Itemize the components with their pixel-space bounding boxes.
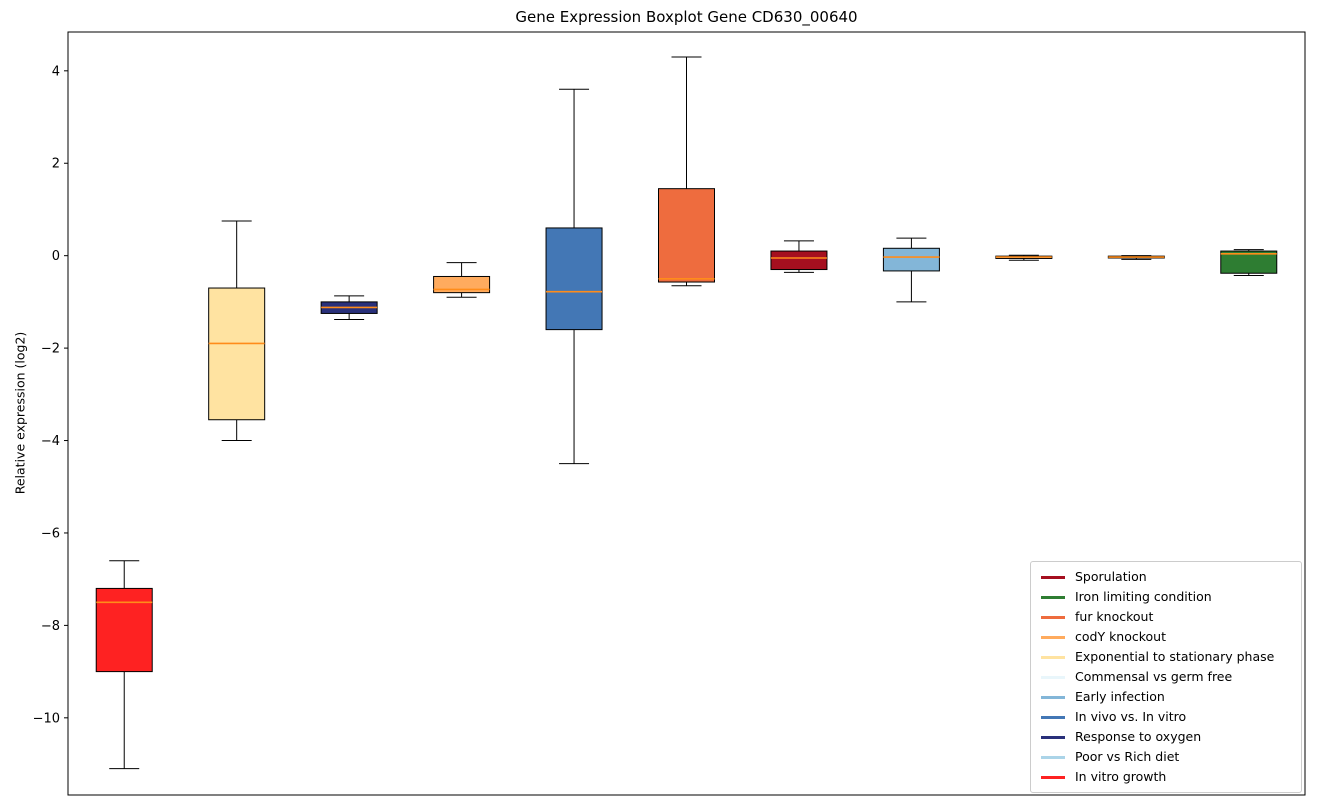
- legend-color-swatch: [1041, 775, 1065, 779]
- y-tick-label: 4: [52, 64, 60, 79]
- legend-label: Response to oxygen: [1075, 729, 1202, 745]
- legend-label: Poor vs Rich diet: [1075, 749, 1180, 765]
- legend-label: Sporulation: [1075, 569, 1147, 585]
- legend-color-swatch: [1041, 635, 1065, 639]
- box-6: [770, 240, 828, 273]
- legend-label: Exponential to stationary phase: [1075, 649, 1275, 665]
- legend-color-swatch: [1041, 675, 1065, 679]
- iqr-box: [95, 587, 153, 673]
- iqr-box: [433, 275, 491, 294]
- iqr-box: [545, 227, 603, 331]
- chart-title: Gene Expression Boxplot Gene CD630_00640: [515, 8, 858, 26]
- legend-item: Sporulation: [1033, 567, 1299, 587]
- legend-label: codY knockout: [1075, 629, 1167, 645]
- legend-item: codY knockout: [1033, 627, 1299, 647]
- box-1: [208, 220, 266, 442]
- axes-frame: [67, 31, 1306, 796]
- legend-color-swatch: [1041, 735, 1065, 739]
- legend-item: Commensal vs germ free: [1033, 667, 1299, 687]
- box-10: [1220, 249, 1278, 277]
- legend-color-swatch: [1041, 695, 1065, 699]
- legend-item: Early infection: [1033, 687, 1299, 707]
- legend-label: fur knockout: [1075, 609, 1154, 625]
- legend-item: In vitro growth: [1033, 767, 1299, 787]
- legend-label: In vivo vs. In vitro: [1075, 709, 1187, 725]
- legend-item: Exponential to stationary phase: [1033, 647, 1299, 667]
- y-tick-label: −6: [41, 526, 60, 541]
- iqr-box: [882, 247, 940, 272]
- box-8: [995, 254, 1053, 261]
- box-0: [95, 560, 153, 770]
- legend-item: Poor vs Rich diet: [1033, 747, 1299, 767]
- legend-item: Response to oxygen: [1033, 727, 1299, 747]
- box-5: [658, 56, 715, 287]
- box-7: [882, 237, 940, 303]
- legend-item: Iron limiting condition: [1033, 587, 1299, 607]
- iqr-box: [208, 287, 266, 421]
- legend-label: Commensal vs germ free: [1075, 669, 1233, 685]
- y-tick-label: −2: [41, 342, 60, 357]
- legend-color-swatch: [1041, 595, 1065, 599]
- iqr-box: [1220, 250, 1278, 274]
- y-tick-label: −10: [33, 711, 60, 726]
- y-tick-label: 0: [52, 249, 60, 264]
- y-tick-label: −8: [41, 619, 60, 634]
- legend-item: In vivo vs. In vitro: [1033, 707, 1299, 727]
- legend-color-swatch: [1041, 755, 1065, 759]
- legend-label: In vitro growth: [1075, 769, 1167, 785]
- y-tick-label: −4: [41, 434, 60, 449]
- legend-label: Early infection: [1075, 689, 1165, 705]
- legend-label: Iron limiting condition: [1075, 589, 1212, 605]
- legend: Sporulation Iron limiting condition fur …: [1030, 561, 1302, 793]
- iqr-box: [770, 250, 828, 271]
- box-4: [545, 88, 603, 465]
- legend-color-swatch: [1041, 715, 1065, 719]
- legend-item: fur knockout: [1033, 607, 1299, 627]
- box-3: [433, 262, 491, 298]
- legend-color-swatch: [1041, 575, 1065, 579]
- legend-color-swatch: [1041, 615, 1065, 619]
- y-tick-label: 2: [52, 157, 60, 172]
- box-9: [1107, 255, 1165, 260]
- y-axis-label: Relative expression (log2): [12, 331, 28, 495]
- box-2: [320, 295, 378, 320]
- iqr-box: [658, 188, 715, 283]
- legend-color-swatch: [1041, 655, 1065, 659]
